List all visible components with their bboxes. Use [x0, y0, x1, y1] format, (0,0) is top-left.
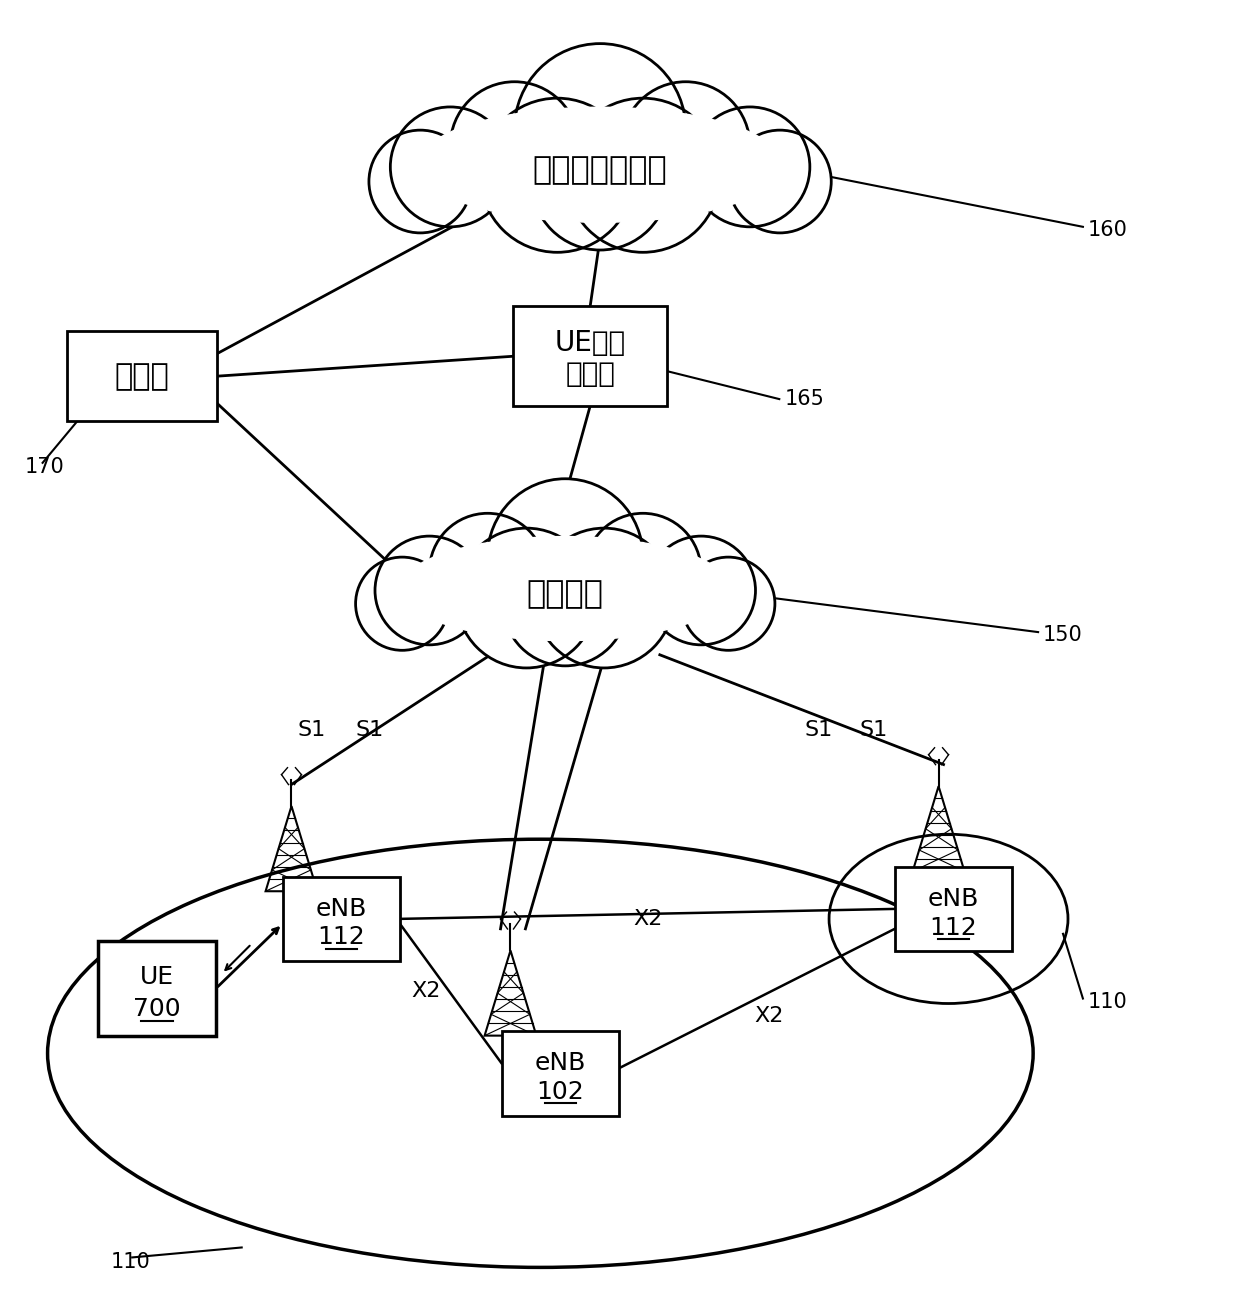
Text: 150: 150	[1043, 626, 1083, 645]
Ellipse shape	[401, 537, 730, 640]
Text: 110: 110	[110, 1253, 150, 1272]
Text: S1: S1	[355, 720, 383, 740]
Text: 165: 165	[784, 389, 825, 410]
Text: eNB: eNB	[315, 897, 367, 920]
Text: S1: S1	[805, 720, 833, 740]
Circle shape	[682, 558, 775, 651]
Text: 102: 102	[537, 1080, 584, 1103]
Text: 170: 170	[25, 457, 64, 476]
Text: X2: X2	[634, 908, 662, 929]
Text: 核心网络: 核心网络	[527, 579, 604, 610]
Circle shape	[689, 107, 810, 226]
Text: 112: 112	[317, 925, 365, 949]
FancyBboxPatch shape	[895, 867, 1012, 952]
FancyBboxPatch shape	[283, 877, 401, 961]
FancyBboxPatch shape	[501, 1031, 619, 1115]
Circle shape	[370, 130, 471, 233]
Text: 110: 110	[1087, 991, 1127, 1012]
FancyBboxPatch shape	[513, 306, 667, 406]
Text: S1: S1	[298, 720, 326, 740]
Circle shape	[391, 107, 510, 226]
Circle shape	[515, 43, 686, 215]
Circle shape	[429, 513, 546, 630]
Circle shape	[621, 81, 750, 211]
Text: 700: 700	[133, 997, 181, 1021]
FancyBboxPatch shape	[98, 941, 216, 1035]
FancyBboxPatch shape	[67, 331, 217, 421]
Text: eNB: eNB	[928, 886, 980, 911]
Text: X2: X2	[755, 1007, 784, 1026]
Circle shape	[584, 513, 701, 630]
Circle shape	[647, 537, 755, 645]
Text: 112: 112	[930, 915, 977, 940]
Text: UE: UE	[140, 965, 174, 990]
Circle shape	[487, 479, 642, 634]
Circle shape	[565, 98, 720, 253]
Ellipse shape	[418, 107, 782, 223]
Circle shape	[729, 130, 831, 233]
Text: 160: 160	[1087, 220, 1127, 240]
Circle shape	[450, 81, 579, 211]
Circle shape	[456, 528, 596, 668]
Text: 互联网服务网络: 互联网服务网络	[533, 156, 667, 187]
Circle shape	[534, 528, 675, 668]
Circle shape	[532, 113, 668, 250]
Circle shape	[480, 98, 635, 253]
Circle shape	[356, 558, 449, 651]
Circle shape	[374, 537, 484, 645]
Text: UE数据: UE数据	[554, 330, 626, 357]
Text: eNB: eNB	[534, 1051, 587, 1075]
Text: 接收器: 接收器	[565, 360, 615, 389]
Text: S1: S1	[859, 720, 888, 740]
Text: 服务器: 服务器	[115, 361, 170, 390]
Text: X2: X2	[412, 980, 440, 1000]
Circle shape	[503, 542, 627, 666]
